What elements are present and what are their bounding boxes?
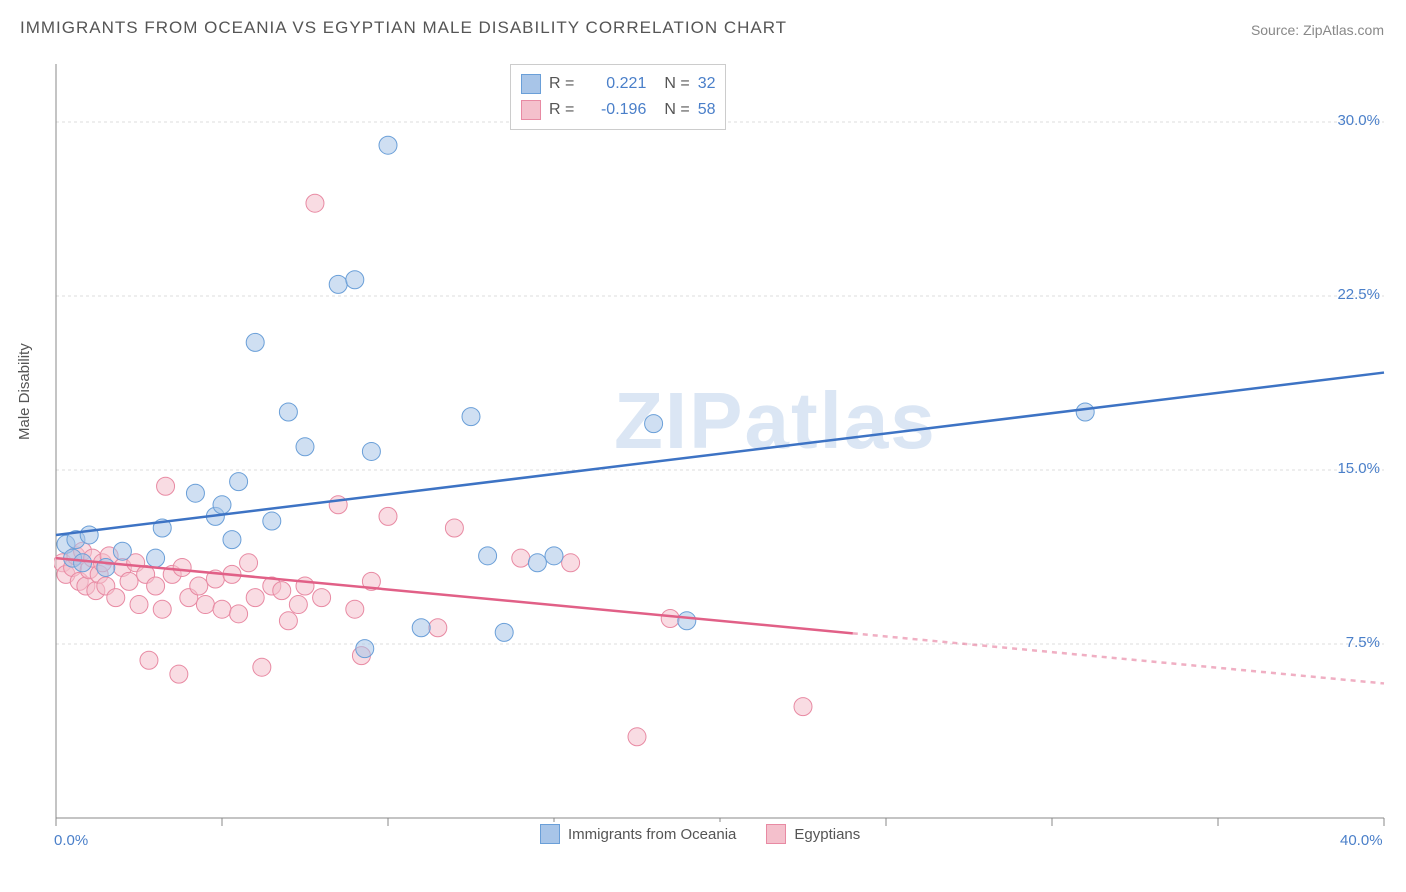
- data-point: [107, 589, 125, 607]
- data-point: [230, 605, 248, 623]
- trend-line-extrapolated: [853, 633, 1384, 683]
- data-point: [794, 698, 812, 716]
- data-point: [263, 512, 281, 530]
- data-point: [279, 403, 297, 421]
- series-legend: Immigrants from Oceania Egyptians: [534, 822, 866, 846]
- data-point: [74, 554, 92, 572]
- data-point: [213, 600, 231, 618]
- data-point: [80, 526, 98, 544]
- data-point: [147, 577, 165, 595]
- trend-line: [56, 558, 853, 633]
- data-point: [173, 558, 191, 576]
- data-point: [306, 194, 324, 212]
- data-point: [170, 665, 188, 683]
- data-point: [628, 728, 646, 746]
- chart-title: IMMIGRANTS FROM OCEANIA VS EGYPTIAN MALE…: [20, 18, 787, 38]
- data-point: [356, 640, 374, 658]
- data-point: [153, 600, 171, 618]
- y-tick-label: 30.0%: [1337, 112, 1380, 129]
- data-point: [528, 554, 546, 572]
- data-point: [545, 547, 563, 565]
- x-tick-label: 40.0%: [1340, 832, 1383, 849]
- legend-swatch-oceania: [521, 74, 541, 94]
- data-point: [313, 589, 331, 607]
- data-point: [429, 619, 447, 637]
- data-point: [246, 589, 264, 607]
- data-point: [130, 596, 148, 614]
- n-value-oceania: 32: [698, 75, 716, 93]
- data-point: [190, 577, 208, 595]
- data-point: [346, 600, 364, 618]
- legend-label: Egyptians: [794, 826, 860, 843]
- data-point: [462, 408, 480, 426]
- data-point: [196, 596, 214, 614]
- legend-row: R = 0.221 N = 32: [521, 71, 715, 97]
- n-label: N =: [664, 75, 689, 93]
- data-point: [379, 507, 397, 525]
- data-point: [140, 651, 158, 669]
- data-point: [495, 623, 513, 641]
- data-point: [279, 612, 297, 630]
- data-point: [147, 549, 165, 567]
- data-point: [223, 531, 241, 549]
- data-point: [562, 554, 580, 572]
- data-point: [186, 484, 204, 502]
- data-point: [379, 136, 397, 154]
- data-point: [253, 658, 271, 676]
- data-point: [661, 609, 679, 627]
- y-tick-label: 22.5%: [1337, 286, 1380, 303]
- r-label: R =: [549, 75, 574, 93]
- data-point: [645, 415, 663, 433]
- r-label: R =: [549, 101, 574, 119]
- data-point: [512, 549, 530, 567]
- data-point: [1076, 403, 1094, 421]
- data-point: [157, 477, 175, 495]
- y-tick-label: 7.5%: [1346, 634, 1380, 651]
- chart-area: ZIPatlas R = 0.221 N = 32 R = -0.196 N =…: [54, 60, 1386, 842]
- scatter-plot: ZIPatlas: [54, 60, 1386, 842]
- data-point: [362, 442, 380, 460]
- correlation-legend: R = 0.221 N = 32 R = -0.196 N = 58: [510, 64, 726, 130]
- legend-swatch-egyptians: [766, 824, 786, 844]
- r-value-egyptians: -0.196: [582, 101, 646, 119]
- r-value-oceania: 0.221: [582, 75, 646, 93]
- data-point: [113, 542, 131, 560]
- data-point: [273, 582, 291, 600]
- data-point: [240, 554, 258, 572]
- n-label: N =: [664, 101, 689, 119]
- data-point: [678, 612, 696, 630]
- data-point: [213, 496, 231, 514]
- n-value-egyptians: 58: [698, 101, 716, 119]
- data-point: [296, 577, 314, 595]
- legend-label: Immigrants from Oceania: [568, 826, 736, 843]
- data-point: [445, 519, 463, 537]
- data-point: [246, 333, 264, 351]
- data-point: [120, 572, 138, 590]
- x-tick-label: 0.0%: [54, 832, 88, 849]
- data-point: [412, 619, 430, 637]
- source-attribution: Source: ZipAtlas.com: [1251, 22, 1384, 38]
- data-point: [329, 275, 347, 293]
- data-point: [296, 438, 314, 456]
- legend-row: R = -0.196 N = 58: [521, 97, 715, 123]
- legend-item: Immigrants from Oceania: [540, 824, 736, 844]
- legend-item: Egyptians: [766, 824, 860, 844]
- data-point: [346, 271, 364, 289]
- data-point: [479, 547, 497, 565]
- legend-swatch-oceania: [540, 824, 560, 844]
- data-point: [230, 473, 248, 491]
- data-point: [289, 596, 307, 614]
- y-axis-label: Male Disability: [16, 343, 33, 440]
- legend-swatch-egyptians: [521, 100, 541, 120]
- y-tick-label: 15.0%: [1337, 460, 1380, 477]
